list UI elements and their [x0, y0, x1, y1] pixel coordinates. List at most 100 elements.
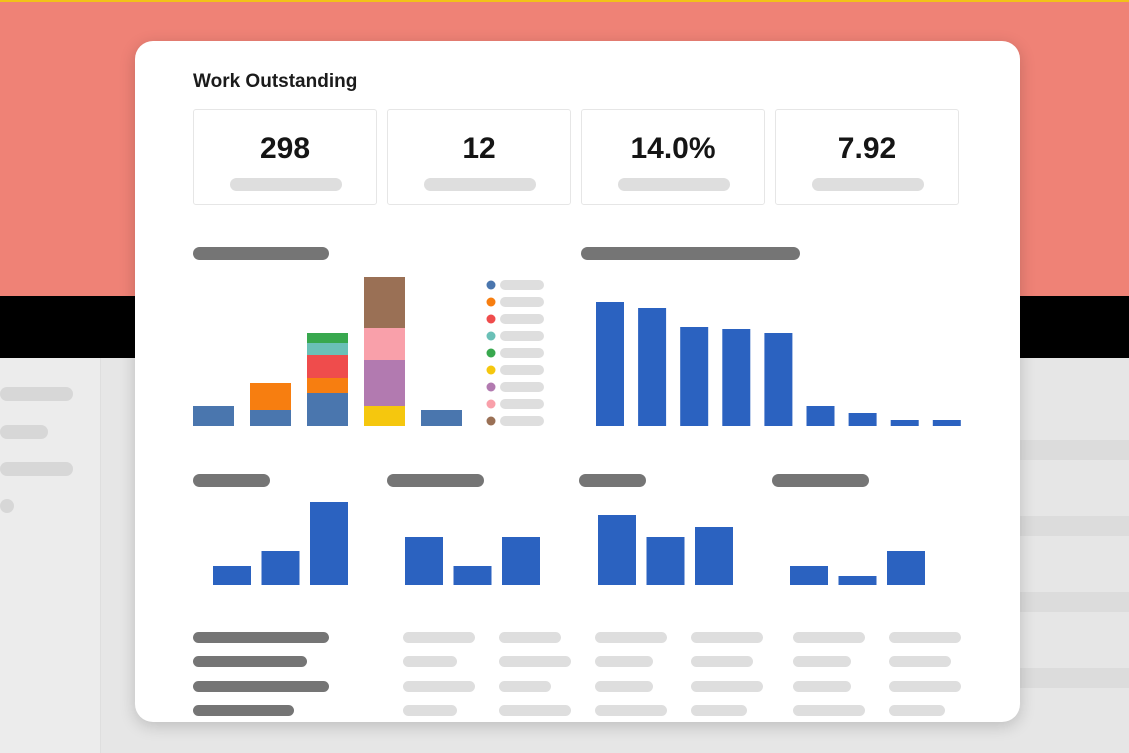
stacked-bar-segment: [307, 343, 348, 355]
background-row: [1020, 440, 1129, 460]
charts-layer: [193, 277, 961, 585]
stacked-bar-segment: [364, 406, 405, 426]
kpi-value: 12: [462, 132, 496, 165]
table-cell-placeholder: [793, 632, 865, 643]
legend-label-placeholder: [500, 348, 544, 358]
legend-swatch: [486, 297, 496, 307]
table-cell-placeholder: [403, 632, 475, 643]
stacked-bar-segment: [250, 410, 291, 426]
table-cell-placeholder: [595, 632, 667, 643]
stacked-bar-segment: [421, 410, 462, 426]
stacked-bar-segment: [307, 355, 348, 378]
chart-title-placeholder: [193, 474, 270, 487]
table-cell-placeholder: [889, 705, 945, 716]
chart-title-placeholder: [581, 247, 800, 260]
bar: [764, 333, 793, 426]
background-row: [1020, 592, 1129, 612]
table-cell-placeholder: [595, 705, 667, 716]
kpi-label-placeholder: [812, 178, 924, 191]
legend-label-placeholder: [500, 331, 544, 341]
sidebar-item[interactable]: [0, 387, 73, 401]
bar: [213, 566, 251, 585]
chart-title-placeholder: [193, 247, 329, 260]
sidebar-item[interactable]: [0, 499, 14, 513]
kpi-card-total[interactable]: 298: [193, 109, 377, 205]
bar: [806, 406, 835, 426]
stacked-bar-segment: [307, 333, 348, 343]
bar: [596, 302, 624, 426]
legend-swatch: [486, 382, 496, 392]
kpi-value: 7.92: [837, 132, 897, 165]
legend-label-placeholder: [500, 399, 544, 409]
stacked-bar-segment: [193, 406, 234, 426]
stacked-bar-segment: [364, 328, 405, 360]
stacked-bar-segment: [307, 393, 348, 426]
bar: [310, 502, 348, 585]
table-cell-placeholder: [691, 681, 763, 692]
table-cell-placeholder: [793, 656, 851, 667]
legend-swatch: [486, 314, 496, 324]
table-cell-placeholder: [793, 681, 851, 692]
bar: [722, 329, 751, 426]
bar: [598, 515, 636, 585]
table-cell-placeholder: [691, 632, 763, 643]
bar: [680, 327, 709, 426]
bar: [932, 420, 961, 426]
legend-swatch: [486, 280, 496, 290]
table-row-label-placeholder: [193, 681, 329, 692]
dashboard-title: Work Outstanding: [193, 71, 358, 92]
kpi-card-percent[interactable]: 14.0%: [581, 109, 765, 205]
table-cell-placeholder: [595, 681, 653, 692]
dashboard-card: Work Outstanding 298 12 14.0% 7.92: [135, 41, 1020, 722]
table-cell-placeholder: [889, 656, 951, 667]
table-cell-placeholder: [499, 705, 571, 716]
table-cell-placeholder: [499, 681, 551, 692]
table-row-label-placeholder: [193, 656, 307, 667]
legend-label-placeholder: [500, 382, 544, 392]
bar: [695, 527, 733, 585]
stacked-bar-segment: [364, 360, 405, 406]
bar: [838, 576, 877, 585]
sidebar-item[interactable]: [0, 462, 73, 476]
table-cell-placeholder: [889, 681, 961, 692]
sidebar: [0, 358, 101, 753]
bar: [453, 566, 492, 585]
sidebar-item[interactable]: [0, 425, 48, 439]
legend-swatch: [486, 399, 496, 409]
background-row: [1020, 516, 1129, 536]
table-cell-placeholder: [889, 632, 961, 643]
table-row-label-placeholder: [193, 705, 294, 716]
kpi-card-count[interactable]: 12: [387, 109, 571, 205]
stacked-bar-segment: [364, 277, 405, 328]
chart-title-placeholder: [387, 474, 484, 487]
chart-title-placeholder: [579, 474, 646, 487]
bar: [638, 308, 667, 426]
stacked-bar-segment: [250, 383, 291, 410]
legend-swatch: [486, 331, 496, 341]
table-cell-placeholder: [499, 632, 561, 643]
table-cell-placeholder: [691, 656, 753, 667]
bar: [261, 551, 300, 585]
bar: [646, 537, 685, 585]
kpi-card-average[interactable]: 7.92: [775, 109, 959, 205]
table-cell-placeholder: [403, 681, 475, 692]
kpi-value: 298: [259, 132, 311, 165]
bar: [790, 566, 828, 585]
table-cell-placeholder: [595, 656, 653, 667]
legend-label-placeholder: [500, 416, 544, 426]
legend-swatch: [486, 365, 496, 375]
legend-label-placeholder: [500, 365, 544, 375]
background-row: [1020, 668, 1129, 688]
legend-swatch: [486, 348, 496, 358]
bar: [502, 537, 540, 585]
table-cell-placeholder: [793, 705, 865, 716]
legend-label-placeholder: [500, 280, 544, 290]
table-cell-placeholder: [691, 705, 747, 716]
table-cell-placeholder: [403, 705, 457, 716]
legend-label-placeholder: [500, 314, 544, 324]
chart-title-placeholder: [772, 474, 869, 487]
kpi-label-placeholder: [618, 178, 730, 191]
legend-swatch: [486, 416, 496, 426]
bar: [848, 413, 877, 426]
legend-label-placeholder: [500, 297, 544, 307]
